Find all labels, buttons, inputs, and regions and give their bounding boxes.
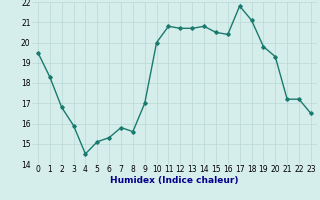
X-axis label: Humidex (Indice chaleur): Humidex (Indice chaleur) [110,176,239,185]
